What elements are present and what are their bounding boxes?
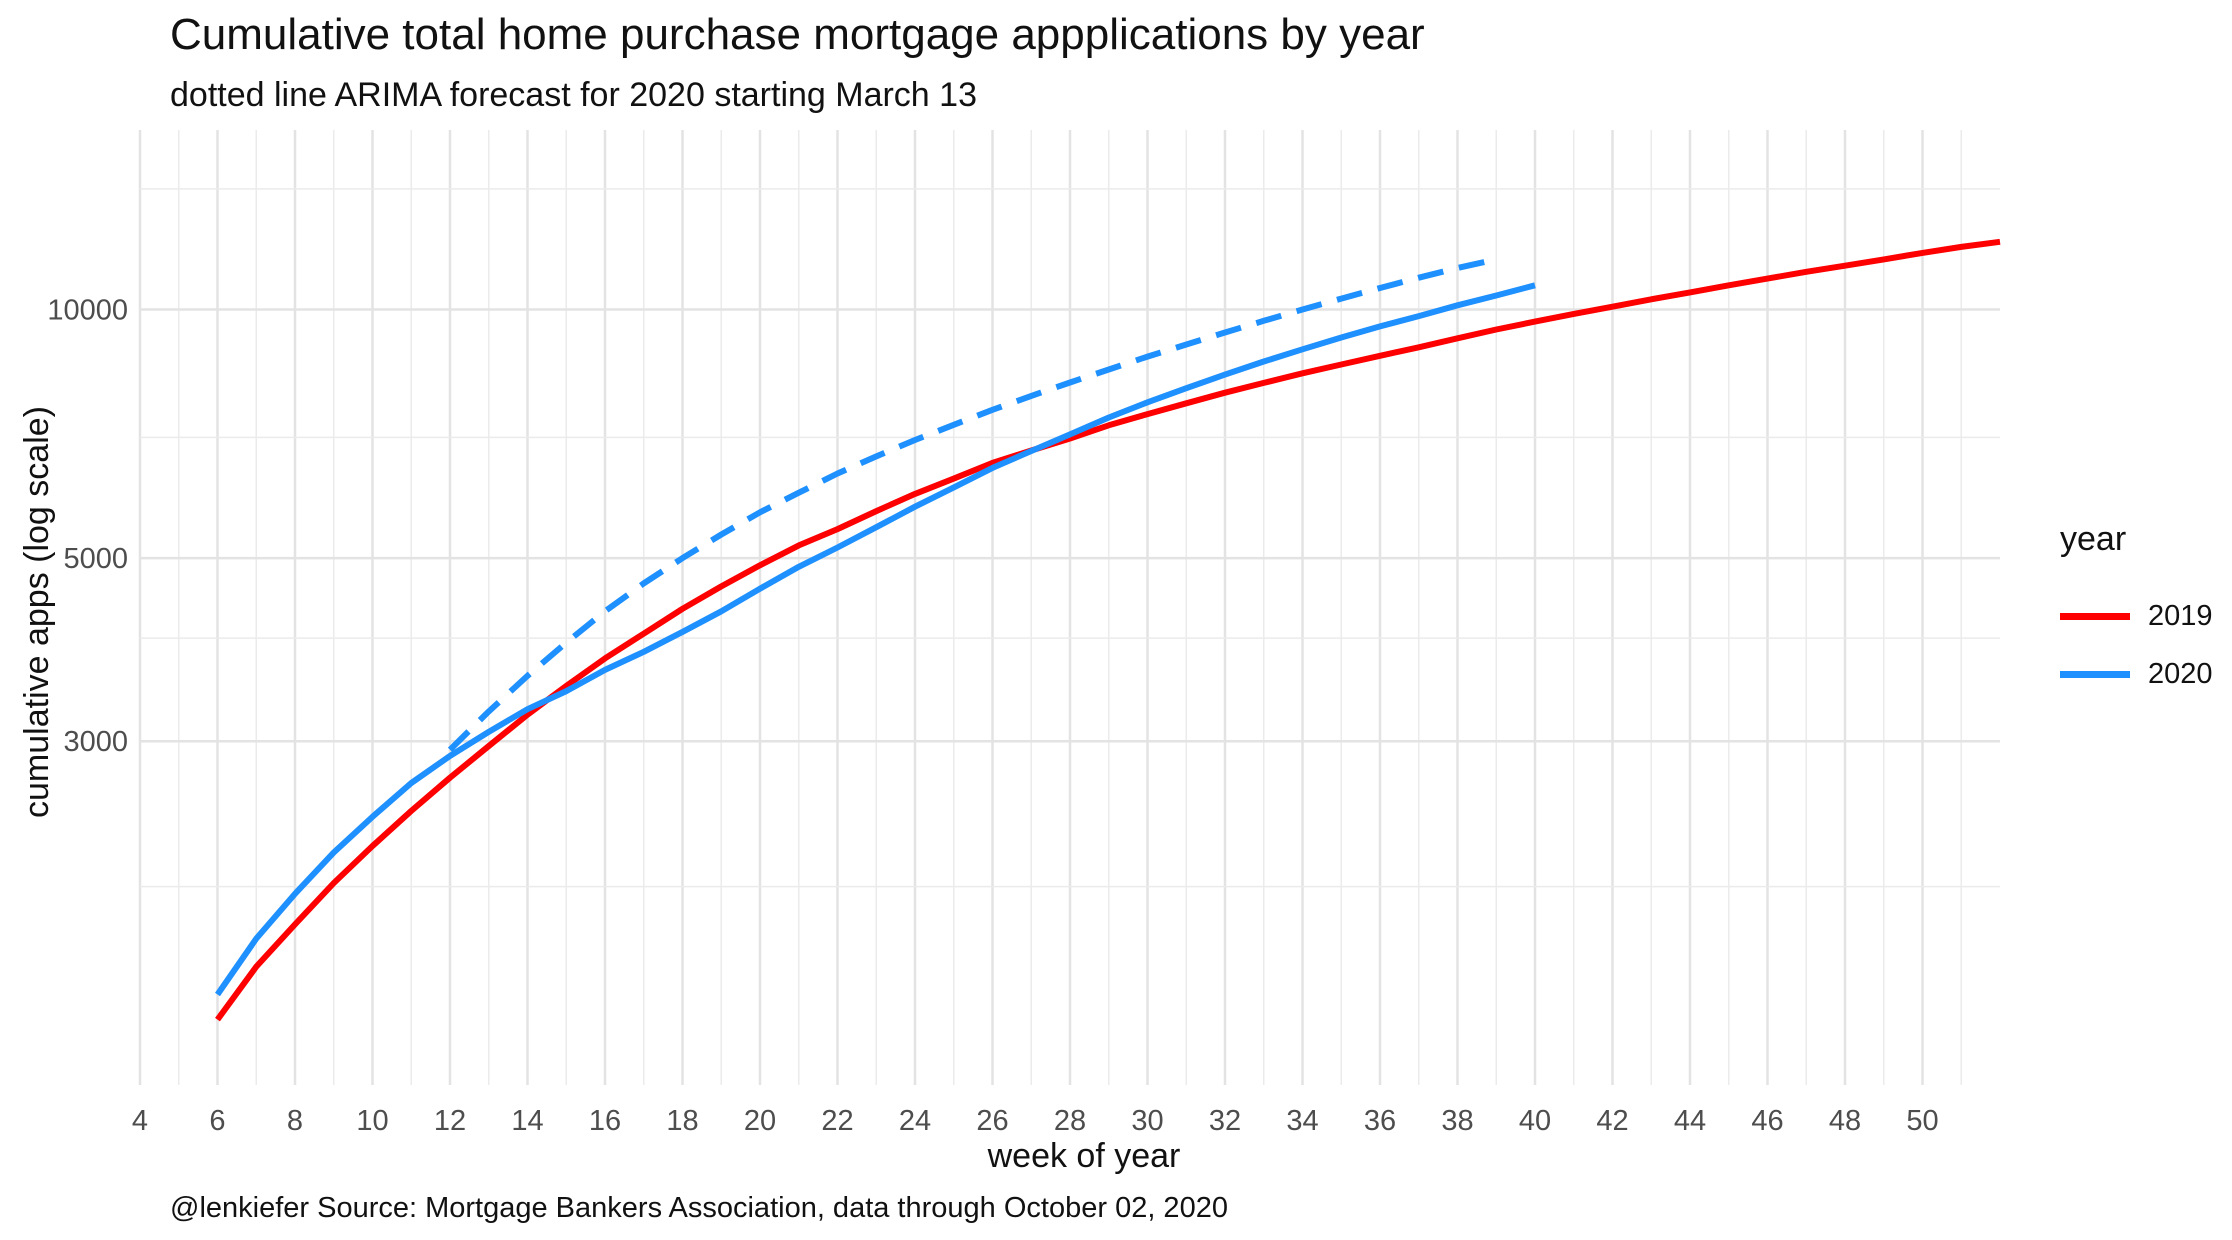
x-tick-label: 40	[1519, 1105, 1551, 1137]
x-tick-label: 14	[511, 1105, 543, 1137]
x-tick-label: 16	[589, 1105, 621, 1137]
x-tick-label: 10	[356, 1105, 388, 1137]
x-tick-label: 24	[899, 1105, 931, 1137]
x-tick-label: 30	[1131, 1105, 1163, 1137]
series-line-2020-forecast	[447, 256, 1497, 752]
legend-swatch-2019	[2060, 612, 2130, 620]
chart-caption: @lenkiefer Source: Mortgage Bankers Asso…	[170, 1192, 1228, 1224]
legend-label-2020: 2020	[2148, 657, 2213, 690]
series-line-2019	[215, 238, 2001, 1022]
x-tick-label: 22	[821, 1105, 853, 1137]
x-tick-label: 42	[1596, 1105, 1628, 1137]
line-layer	[215, 238, 2001, 1022]
x-tick-label: 32	[1209, 1105, 1241, 1137]
x-tick-label: 18	[666, 1105, 698, 1137]
legend-label-2019: 2019	[2148, 599, 2213, 632]
x-tick-label: 34	[1286, 1105, 1318, 1137]
x-axis-title: week of year	[987, 1137, 1181, 1175]
legend-item-2019: 2019	[2060, 587, 2213, 645]
x-tick-label: 50	[1906, 1105, 1938, 1137]
chart-title: Cumulative total home purchase mortgage …	[170, 10, 1425, 59]
x-tick-label: 26	[976, 1105, 1008, 1137]
x-tick-label: 4	[132, 1105, 148, 1137]
x-tick-label: 20	[744, 1105, 776, 1137]
x-tick-label: 36	[1364, 1105, 1396, 1137]
grid-layer	[138, 130, 2000, 1085]
x-tick-label: 6	[209, 1105, 225, 1137]
y-tick-label: 10000	[47, 295, 128, 327]
legend-title: year	[2060, 520, 2127, 558]
tick-layer: 4 6 8 10 12 14 16 18 20 22 24 26 28 30 32 34 36 38 40 42 44 4…	[47, 295, 1938, 1137]
legend-swatch-2020	[2060, 670, 2130, 678]
y-axis-title: cumulative apps (log scale)	[18, 406, 56, 818]
legend-item-2020: 2020	[2060, 645, 2213, 703]
x-tick-label: 28	[1054, 1105, 1086, 1137]
x-tick-label: 38	[1441, 1105, 1473, 1137]
series-line-2020	[215, 282, 1536, 997]
legend: year 2019 2020	[2060, 520, 2213, 703]
x-tick-label: 8	[287, 1105, 303, 1137]
y-tick-label: 5000	[63, 543, 128, 575]
x-tick-label: 12	[434, 1105, 466, 1137]
x-tick-label: 46	[1751, 1105, 1783, 1137]
chart-subtitle: dotted line ARIMA forecast for 2020 star…	[170, 76, 977, 114]
x-tick-label: 48	[1829, 1105, 1861, 1137]
x-tick-label: 44	[1674, 1105, 1706, 1137]
y-tick-label: 3000	[63, 726, 128, 758]
